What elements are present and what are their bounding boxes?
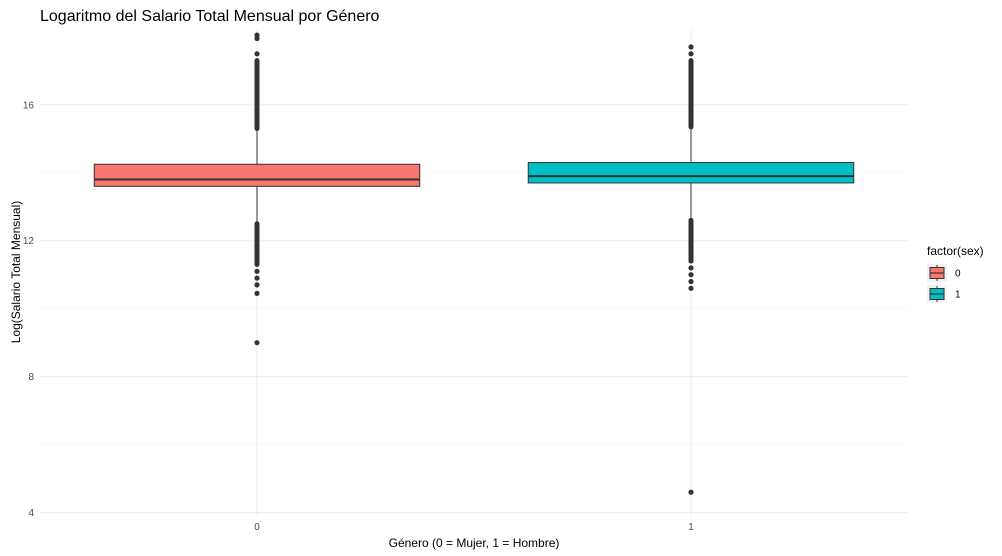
chart-title: Logaritmo del Salario Total Mensual por … [40,8,380,25]
y-axis-title: Log(Salario Total Mensual) [9,201,23,344]
legend-label: 1 [955,290,961,301]
outlier-band [688,217,694,264]
legend-label: 0 [955,269,961,280]
boxes [93,32,855,495]
outlier-band [254,58,260,132]
x-tick-label: 1 [688,522,694,533]
grid [40,30,908,516]
outlier-point [254,32,260,38]
outlier-point [254,282,260,288]
y-tick-label: 16 [23,100,35,111]
y-axis-ticks: 4 8 12 16 [23,100,35,519]
y-tick-label: 12 [23,236,35,247]
x-axis-title: Género (0 = Mujer, 1 = Hombre) [389,536,560,550]
outlier-point [688,265,694,271]
legend-entry-1: 1 [927,285,961,303]
legend-entry-0: 0 [927,264,961,282]
outlier-point [254,290,260,296]
box-body [527,162,855,184]
outlier-point [254,51,260,57]
box-1 [527,44,855,495]
outlier-point [254,268,260,274]
box-body [93,163,421,187]
outlier-point [254,275,260,281]
y-tick-label: 8 [28,372,34,383]
y-tick-label: 4 [28,508,34,519]
outlier-band [688,58,694,130]
outlier-point [688,51,694,57]
x-tick-label: 0 [254,522,260,533]
outlier-point [688,285,694,291]
outlier-point [688,278,694,285]
outlier-point [254,340,260,346]
outlier-point [688,44,694,50]
outlier-band [254,221,260,268]
outlier-point [688,272,694,278]
outlier-point [688,489,694,495]
legend-title: factor(sex) [927,244,984,258]
box-0 [93,32,421,346]
legend: factor(sex) 0 1 [927,244,984,303]
